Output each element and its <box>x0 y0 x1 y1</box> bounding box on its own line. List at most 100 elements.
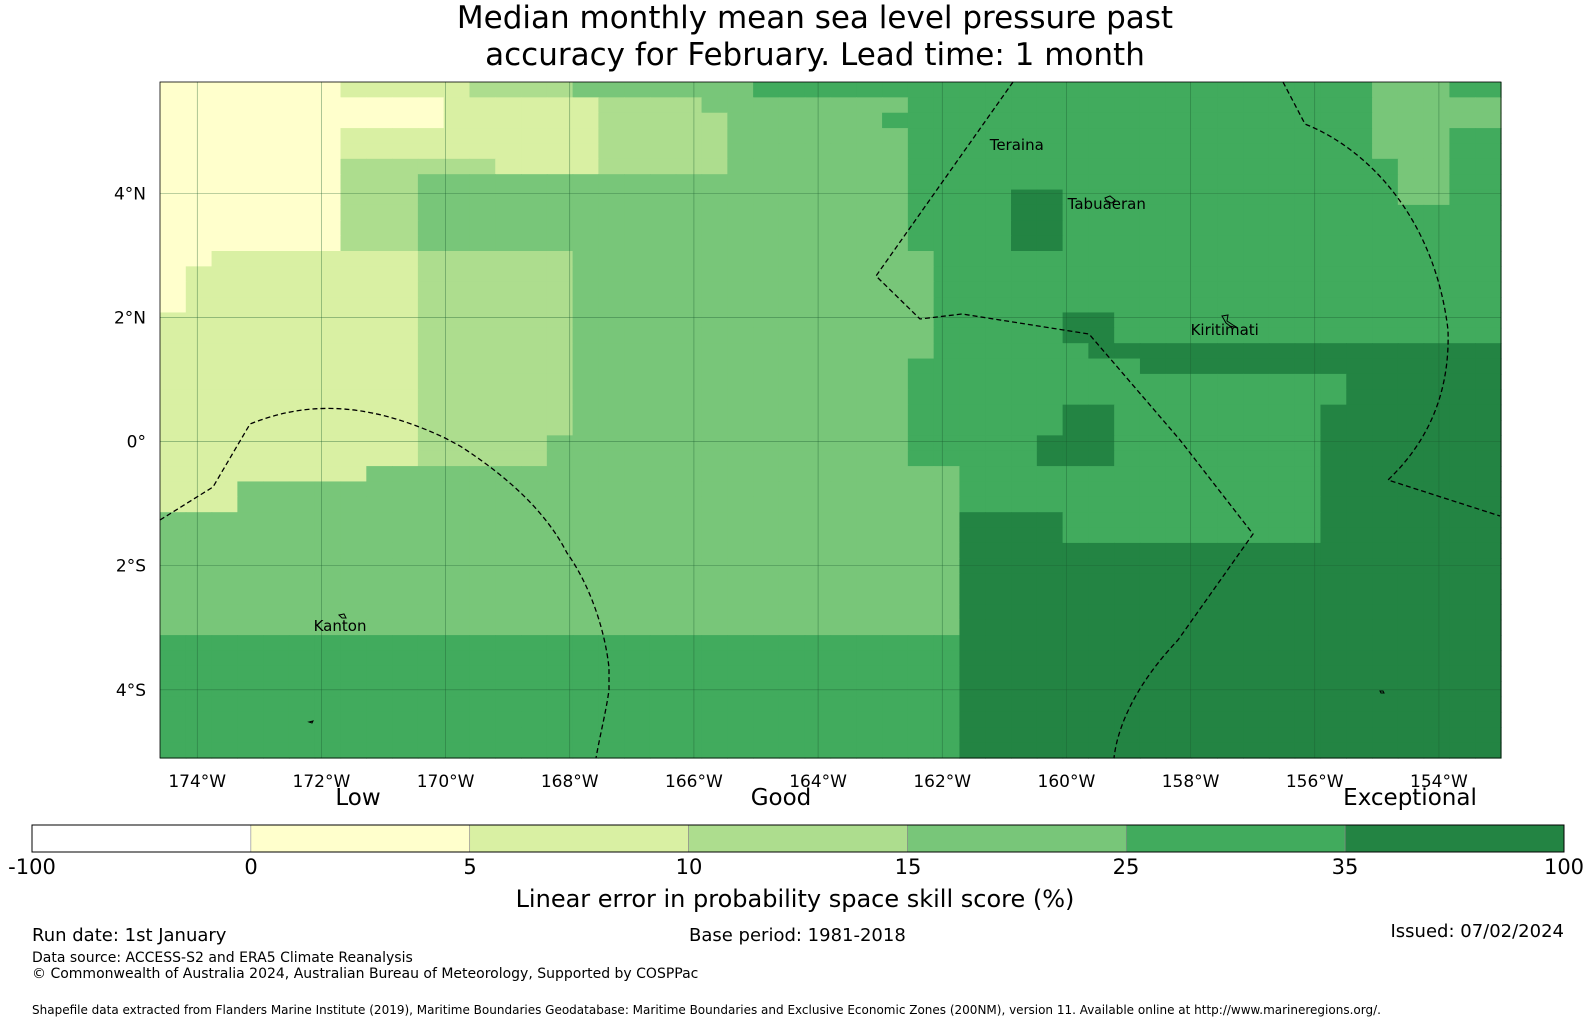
skill-cell <box>469 404 496 421</box>
skill-cell <box>778 589 806 605</box>
skill-cell <box>1397 665 1425 682</box>
skill-cell <box>649 481 677 498</box>
skill-cell <box>1320 373 1347 390</box>
skill-cell <box>1268 204 1296 221</box>
skill-cell <box>1191 143 1218 160</box>
skill-cell <box>1139 143 1167 160</box>
skill-cell <box>727 665 754 682</box>
skill-cell <box>495 619 522 636</box>
skill-cell <box>1062 128 1089 145</box>
skill-cell <box>340 82 367 98</box>
skill-cell <box>1191 158 1218 175</box>
skill-cell <box>1243 128 1270 145</box>
skill-cell <box>392 604 419 621</box>
skill-cell <box>701 435 728 452</box>
skill-cell <box>624 358 651 375</box>
skill-cell <box>701 512 728 529</box>
skill-cell <box>1139 220 1167 237</box>
skill-cell <box>1268 235 1296 252</box>
skill-cell <box>778 665 806 682</box>
skill-cell <box>1062 527 1089 544</box>
skill-cell <box>1114 158 1141 175</box>
skill-cell <box>727 542 754 559</box>
skill-cell <box>1397 389 1425 406</box>
skill-cell <box>1243 266 1270 283</box>
skill-cell <box>160 696 187 713</box>
skill-cell <box>1320 711 1347 728</box>
skill-cell <box>985 266 1012 283</box>
skill-cell <box>1268 604 1296 621</box>
skill-cell <box>185 727 213 744</box>
skill-cell <box>1217 665 1244 682</box>
skill-cell <box>907 373 935 390</box>
skill-cell <box>1372 143 1399 160</box>
skill-cell <box>727 189 754 206</box>
skill-cell <box>160 512 187 529</box>
skill-cell <box>882 420 909 436</box>
skill-cell <box>624 496 651 513</box>
skill-cell <box>882 312 909 329</box>
skill-cell <box>1217 235 1244 252</box>
skill-cell <box>211 527 238 544</box>
skill-cell <box>417 358 445 375</box>
skill-cell <box>624 650 651 667</box>
skill-cell <box>1423 604 1451 621</box>
skill-cell <box>1449 358 1476 375</box>
skill-cell <box>1397 281 1425 298</box>
skill-cell <box>340 281 367 298</box>
skill-cell <box>1011 558 1038 575</box>
skill-cell <box>211 235 238 252</box>
skill-cell <box>675 143 703 160</box>
skill-cell <box>1139 589 1167 605</box>
skill-cell <box>830 143 857 160</box>
skill-cell <box>701 297 728 314</box>
skill-cell <box>1372 404 1399 421</box>
skill-cell <box>1268 281 1296 298</box>
skill-cell <box>933 619 961 636</box>
skill-cell <box>959 696 986 713</box>
skill-cell <box>185 558 213 575</box>
skill-cell <box>882 158 909 175</box>
skill-cell <box>1165 589 1193 605</box>
skill-cell <box>1217 619 1244 636</box>
skill-cell <box>185 174 213 191</box>
skill-cell <box>1165 542 1193 559</box>
skill-cell <box>288 420 316 436</box>
skill-cell <box>1449 389 1476 406</box>
skill-cell <box>1088 389 1115 406</box>
skill-cell <box>417 711 445 728</box>
skill-cell <box>1165 220 1193 237</box>
skill-cell <box>830 512 857 529</box>
skill-cell <box>933 373 961 390</box>
skill-cell <box>340 266 367 283</box>
skill-cell <box>1423 174 1451 191</box>
skill-cell <box>1191 496 1218 513</box>
skill-cell <box>160 573 187 590</box>
skill-cell <box>985 450 1012 467</box>
skill-cell <box>778 542 806 559</box>
skill-cell <box>1036 204 1064 221</box>
skill-cell <box>675 727 703 744</box>
skill-cell <box>1268 696 1296 713</box>
skill-cell <box>160 711 187 728</box>
skill-cell <box>288 696 316 713</box>
skill-cell <box>1397 220 1425 237</box>
skill-cell <box>1088 527 1115 544</box>
skill-cell <box>1217 420 1244 436</box>
skill-cell <box>314 512 342 529</box>
skill-cell <box>933 204 961 221</box>
skill-cell <box>1011 266 1038 283</box>
skill-cell <box>495 635 522 652</box>
skill-cell <box>1165 727 1193 744</box>
skill-cell <box>701 112 728 129</box>
skill-cell <box>1217 389 1244 406</box>
skill-cell <box>1397 82 1425 98</box>
skill-cell <box>959 251 986 267</box>
skill-cell <box>624 266 651 283</box>
skill-cell <box>1011 496 1038 513</box>
skill-cell <box>1449 97 1476 114</box>
skill-cell <box>959 312 986 329</box>
skill-cell <box>649 665 677 682</box>
skill-cell <box>907 220 935 237</box>
